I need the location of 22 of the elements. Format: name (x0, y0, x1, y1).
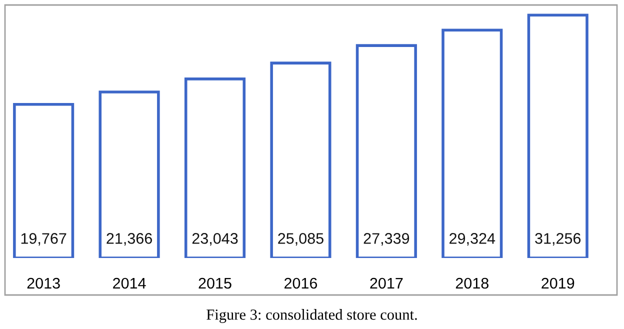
data-label: 25,085 (278, 233, 324, 246)
x-tick-label: 2013 (27, 278, 60, 289)
x-tick-label: 2015 (198, 278, 232, 289)
bar (527, 14, 588, 258)
x-tick-label: 2017 (370, 278, 403, 289)
x-tick-label: 2019 (542, 278, 574, 289)
data-label: 27,339 (364, 233, 410, 246)
bar (13, 103, 74, 258)
bar (184, 78, 246, 258)
x-tick-label: 2016 (284, 278, 318, 289)
bar (270, 62, 332, 258)
text: Figure 3: consolidated store count. (206, 309, 417, 323)
data-label: 21,366 (106, 233, 152, 246)
data-label: 31,256 (535, 233, 581, 246)
bar (356, 44, 417, 258)
x-tick-label: 2018 (456, 278, 488, 289)
data-label: 19,767 (21, 233, 66, 246)
bar (98, 90, 160, 258)
data-label: 23,043 (192, 233, 238, 246)
bar (442, 28, 503, 258)
x-tick-label: 2014 (113, 278, 146, 289)
data-label: 29,324 (450, 233, 496, 246)
